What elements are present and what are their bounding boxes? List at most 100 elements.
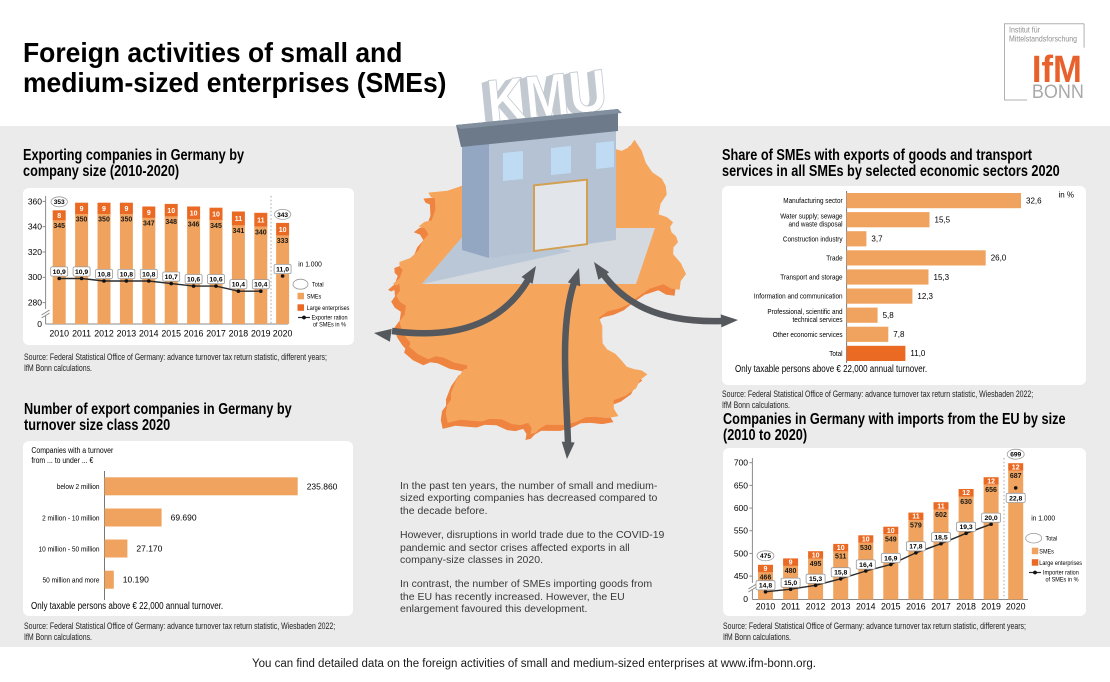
svg-text:687: 687 <box>1010 473 1022 480</box>
svg-text:10: 10 <box>837 545 845 552</box>
svg-text:7,8: 7,8 <box>893 330 905 339</box>
svg-text:0: 0 <box>743 594 748 604</box>
svg-text:2020: 2020 <box>1006 602 1026 612</box>
svg-text:340: 340 <box>255 229 267 236</box>
svg-text:10,8: 10,8 <box>97 271 110 278</box>
svg-text:Large enterprises: Large enterprises <box>307 305 350 312</box>
svg-text:656: 656 <box>985 487 997 494</box>
svg-text:SMEs: SMEs <box>307 293 322 300</box>
svg-text:IfM: IfM <box>1032 48 1082 91</box>
svg-text:350: 350 <box>76 217 88 224</box>
svg-text:12: 12 <box>962 490 970 497</box>
svg-text:699: 699 <box>1010 452 1021 459</box>
svg-text:18,5: 18,5 <box>934 535 947 542</box>
svg-text:2018: 2018 <box>229 329 249 339</box>
svg-text:Information and communication: Information and communication <box>754 292 843 301</box>
svg-text:Total: Total <box>829 349 843 358</box>
svg-text:2020: 2020 <box>273 329 293 339</box>
svg-text:Large enterprises: Large enterprises <box>1039 560 1082 567</box>
svg-text:10: 10 <box>812 552 820 559</box>
svg-text:12,3: 12,3 <box>917 292 933 301</box>
svg-text:10,4: 10,4 <box>232 282 245 289</box>
svg-text:340: 340 <box>28 222 42 232</box>
svg-text:15,5: 15,5 <box>935 216 951 225</box>
svg-text:2014: 2014 <box>856 602 876 612</box>
svg-text:9: 9 <box>147 210 151 217</box>
svg-text:in 1.000: in 1.000 <box>298 260 322 269</box>
svg-text:320: 320 <box>28 247 42 257</box>
svg-text:Water supply; sewage: Water supply; sewage <box>780 212 842 221</box>
svg-text:3,7: 3,7 <box>871 235 883 244</box>
svg-text:10,9: 10,9 <box>53 269 66 276</box>
svg-text:2 million - 10 million: 2 million - 10 million <box>42 513 99 522</box>
svg-text:466: 466 <box>760 575 772 582</box>
svg-text:300: 300 <box>28 272 42 282</box>
svg-text:2013: 2013 <box>831 602 851 612</box>
svg-text:in %: in % <box>1058 191 1074 200</box>
svg-text:16,4: 16,4 <box>859 562 872 569</box>
svg-text:50 million and more: 50 million and more <box>43 576 100 585</box>
svg-text:26,0: 26,0 <box>991 254 1007 263</box>
svg-text:348: 348 <box>165 219 177 226</box>
svg-text:2015: 2015 <box>881 602 901 612</box>
svg-text:630: 630 <box>960 499 972 506</box>
svg-text:11: 11 <box>235 216 243 223</box>
svg-text:9: 9 <box>80 206 84 213</box>
svg-text:2011: 2011 <box>72 329 91 339</box>
svg-text:11: 11 <box>257 217 265 224</box>
svg-text:2016: 2016 <box>906 602 926 612</box>
svg-text:345: 345 <box>210 223 222 230</box>
svg-text:22,8: 22,8 <box>1009 495 1022 502</box>
svg-text:0: 0 <box>37 319 42 329</box>
svg-text:9: 9 <box>764 566 768 573</box>
svg-text:10: 10 <box>190 210 198 217</box>
svg-text:10,6: 10,6 <box>187 277 200 284</box>
svg-text:Companies with a turnover: Companies with a turnover <box>31 446 113 455</box>
svg-text:530: 530 <box>860 545 872 552</box>
svg-text:343: 343 <box>277 212 288 219</box>
svg-text:14,8: 14,8 <box>759 583 772 590</box>
svg-text:450: 450 <box>734 571 748 581</box>
svg-text:Total: Total <box>312 282 324 289</box>
svg-text:2015: 2015 <box>161 329 181 339</box>
svg-text:9: 9 <box>789 560 793 567</box>
svg-text:11,0: 11,0 <box>910 349 926 358</box>
svg-text:12: 12 <box>987 478 995 485</box>
svg-text:2017: 2017 <box>206 329 226 339</box>
svg-text:in 1.000: in 1.000 <box>1031 514 1055 523</box>
svg-text:10: 10 <box>279 227 287 234</box>
svg-text:2014: 2014 <box>139 329 159 339</box>
svg-text:350: 350 <box>121 217 133 224</box>
svg-text:19,3: 19,3 <box>959 524 972 531</box>
svg-text:346: 346 <box>188 222 200 229</box>
svg-text:10: 10 <box>167 208 175 215</box>
svg-text:2010: 2010 <box>49 329 69 339</box>
svg-text:17,8: 17,8 <box>909 544 922 551</box>
svg-text:579: 579 <box>910 522 922 529</box>
svg-text:2016: 2016 <box>184 329 204 339</box>
svg-text:Manufacturing sector: Manufacturing sector <box>783 196 843 205</box>
svg-text:10,8: 10,8 <box>142 271 155 278</box>
svg-text:280: 280 <box>28 298 42 308</box>
svg-text:700: 700 <box>734 458 748 468</box>
svg-text:BONN: BONN <box>1032 82 1084 103</box>
svg-text:Total: Total <box>1046 536 1058 543</box>
svg-text:27.170: 27.170 <box>136 544 162 554</box>
svg-text:360: 360 <box>28 196 42 206</box>
svg-text:11,0: 11,0 <box>276 266 289 273</box>
svg-text:10,8: 10,8 <box>120 271 133 278</box>
svg-text:12: 12 <box>1012 464 1020 471</box>
svg-text:480: 480 <box>785 568 797 575</box>
svg-text:9: 9 <box>124 206 128 213</box>
svg-text:345: 345 <box>53 223 65 230</box>
svg-text:Mittelstandsforschung: Mittelstandsforschung <box>1009 35 1077 44</box>
svg-text:2012: 2012 <box>94 329 114 339</box>
svg-text:Importer ration: Importer ration <box>1043 570 1079 577</box>
svg-text:SMEs: SMEs <box>1039 548 1054 555</box>
svg-text:10: 10 <box>862 536 870 543</box>
svg-text:8: 8 <box>57 213 61 220</box>
svg-text:549: 549 <box>885 537 897 544</box>
svg-text:15,8: 15,8 <box>834 570 847 577</box>
svg-text:15,3: 15,3 <box>809 576 822 583</box>
svg-text:and waste disposal: and waste disposal <box>789 220 843 229</box>
